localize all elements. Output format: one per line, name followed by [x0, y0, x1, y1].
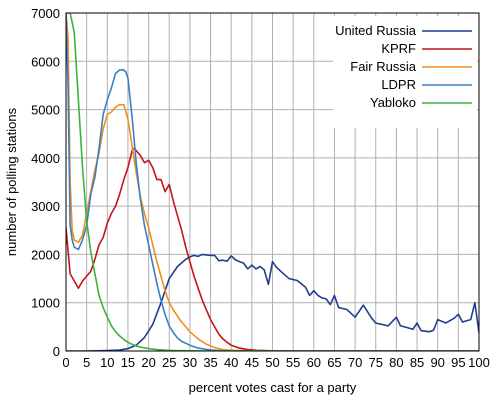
x-tick-label: 5 — [83, 355, 90, 370]
x-tick-label: 65 — [327, 355, 341, 370]
x-tick-label: 85 — [410, 355, 424, 370]
y-tick-label: 4000 — [31, 151, 60, 166]
legend-label-united-russia: United Russia — [335, 23, 417, 38]
legend-background — [333, 16, 477, 128]
x-tick-label: 90 — [430, 355, 444, 370]
x-tick-label: 30 — [183, 355, 197, 370]
legend-label-ldpr: LDPR — [381, 77, 416, 92]
series-line-kprf — [66, 147, 479, 351]
x-tick-label: 55 — [286, 355, 300, 370]
x-tick-label: 45 — [245, 355, 259, 370]
y-tick-label: 0 — [53, 344, 60, 359]
x-tick-label: 0 — [62, 355, 69, 370]
y-tick-label: 3000 — [31, 199, 60, 214]
legend-label-kprf: KPRF — [381, 41, 416, 56]
x-tick-label: 10 — [100, 355, 114, 370]
grid — [66, 13, 479, 351]
x-axis-label: percent votes cast for a party — [189, 380, 357, 395]
legend-label-yabloko: Yabloko — [370, 95, 416, 110]
x-tick-label: 50 — [265, 355, 279, 370]
y-tick-label: 5000 — [31, 103, 60, 118]
x-tick-label: 95 — [451, 355, 465, 370]
x-tick-label: 75 — [369, 355, 383, 370]
y-axis-label: number of polling stations — [4, 107, 19, 256]
x-tick-label: 60 — [307, 355, 321, 370]
x-tick-label: 20 — [141, 355, 155, 370]
x-tick-label: 25 — [162, 355, 176, 370]
legend: United Russia KPRF Fair Russia LDPR Yabloko — [333, 16, 477, 128]
x-tick-label: 40 — [224, 355, 238, 370]
y-tick-label: 7000 — [31, 6, 60, 21]
x-tick-label: 80 — [389, 355, 403, 370]
series-line-ldpr — [66, 13, 479, 351]
series-line-yabloko — [66, 13, 479, 351]
plot-frame — [65, 12, 480, 352]
y-tick-label: 6000 — [31, 54, 60, 69]
series-layer — [66, 13, 479, 351]
x-tick-label: 35 — [203, 355, 217, 370]
y-tick-label: 2000 — [31, 247, 60, 262]
x-tick-label: 15 — [121, 355, 135, 370]
tick-labels: 0 5 10 15 20 25 30 35 40 45 50 55 60 65 70 75 80 85 90 95 10… — [31, 6, 490, 370]
x-tick-label: 70 — [348, 355, 362, 370]
legend-label-fair-russia: Fair Russia — [350, 59, 417, 74]
x-tick-label: 100 — [468, 355, 490, 370]
series-line-united-russia — [66, 253, 479, 351]
y-tick-label: 1000 — [31, 296, 60, 311]
